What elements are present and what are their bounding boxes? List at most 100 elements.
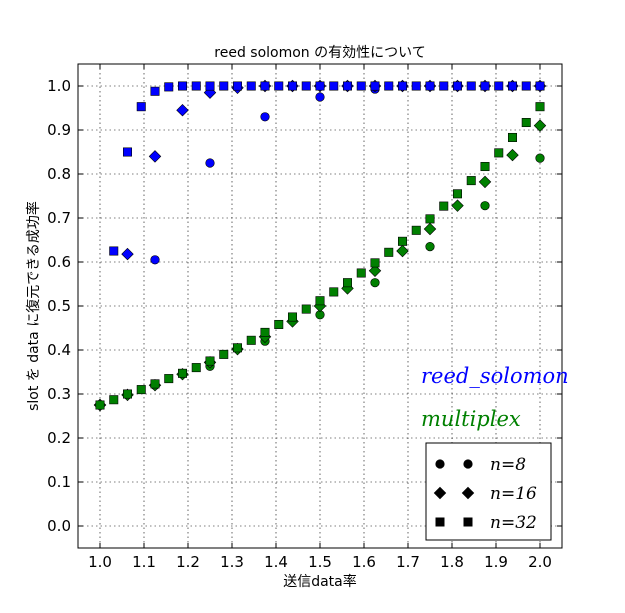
y-tick-label: 0.4 (47, 341, 71, 359)
data-point (205, 81, 215, 91)
data-point (370, 81, 380, 91)
data-point (260, 327, 270, 337)
y-tick-label: 0.9 (47, 121, 71, 139)
data-point (123, 389, 133, 399)
x-tick-label: 1.7 (396, 553, 420, 571)
data-point (109, 395, 119, 405)
data-point (356, 268, 366, 278)
data-point (480, 162, 490, 172)
data-point (397, 81, 407, 91)
data-point (480, 201, 490, 211)
data-point (233, 81, 243, 91)
data-point (121, 247, 134, 261)
plot-area (77, 63, 563, 549)
data-point (178, 368, 188, 378)
x-tick-label: 1.2 (176, 553, 200, 571)
data-point (370, 258, 380, 268)
data-point (301, 304, 311, 314)
legend-label-n8: n=8 (490, 455, 526, 475)
data-point (150, 86, 160, 96)
data-point (342, 278, 352, 288)
data-point (425, 242, 435, 252)
data-point (535, 153, 545, 163)
data-point (535, 102, 545, 112)
annotation-multiplex: multiplex (421, 407, 521, 431)
series-reed_solomon-n32 (95, 81, 545, 410)
data-point (466, 81, 476, 91)
data-point (425, 81, 435, 91)
data-point (178, 81, 188, 91)
data-point (301, 81, 311, 91)
data-point (260, 81, 270, 91)
y-tick-label: 1.0 (47, 77, 71, 95)
x-tick-label: 1.0 (88, 553, 112, 571)
x-tick-label: 1.5 (308, 553, 332, 571)
data-point (506, 148, 519, 162)
data-point (507, 132, 517, 142)
legend-box (425, 442, 552, 541)
data-point (205, 356, 215, 366)
data-point (411, 225, 421, 235)
data-point (219, 349, 229, 359)
data-point (150, 379, 160, 389)
series-multiplex-n32 (95, 102, 545, 410)
data-point (368, 264, 382, 278)
data-point (370, 278, 380, 288)
data-point (425, 214, 435, 224)
data-point (423, 222, 437, 236)
y-tick-label: 0.5 (47, 297, 71, 315)
data-point (246, 335, 256, 345)
data-point (274, 319, 284, 329)
data-point (95, 400, 105, 410)
data-markers (93, 79, 547, 412)
data-point (233, 343, 243, 353)
x-tick-label: 1.8 (440, 553, 464, 571)
y-tick-label: 0.1 (47, 473, 71, 491)
legend: n=8 n=16 n=32 (425, 442, 552, 541)
y-axis-title: slot を data に復元できる成功率 (25, 201, 42, 411)
data-point (521, 118, 531, 128)
data-point (136, 102, 146, 112)
data-point (507, 81, 517, 91)
data-point (136, 385, 146, 395)
data-point (191, 81, 201, 91)
data-point (191, 363, 201, 373)
data-point (480, 81, 490, 91)
data-point (315, 92, 325, 102)
data-point (535, 81, 545, 91)
legend-marker (463, 517, 473, 527)
legend-marker (435, 459, 445, 469)
data-point (123, 147, 133, 157)
data-point (342, 81, 352, 91)
x-axis-title: 送信data率 (283, 573, 357, 590)
data-point (287, 312, 297, 322)
x-tick-label: 2.0 (528, 553, 552, 571)
data-point (164, 374, 174, 384)
data-point (478, 175, 492, 189)
x-tick-label: 1.4 (264, 553, 288, 571)
data-point (396, 244, 409, 258)
data-point (150, 255, 160, 265)
x-tick-label: 1.9 (484, 553, 508, 571)
data-point (164, 82, 174, 92)
data-point (521, 81, 531, 91)
y-tick-label: 0.0 (47, 517, 71, 535)
data-point (219, 81, 229, 91)
data-point (176, 103, 189, 117)
data-point (109, 246, 119, 256)
data-point (384, 247, 394, 257)
data-point (384, 81, 394, 91)
data-point (356, 81, 366, 91)
y-tick-label: 0.7 (47, 209, 71, 227)
data-point (411, 81, 421, 91)
y-tick-label: 0.3 (47, 385, 71, 403)
data-point (246, 81, 256, 91)
x-tick-label: 1.3 (220, 553, 244, 571)
data-point (451, 199, 464, 212)
legend-label-n16: n=16 (490, 484, 537, 504)
legend-marker (461, 486, 475, 500)
chart-title: reed solomon の有効性について (214, 45, 425, 61)
x-tick-label: 1.6 (352, 553, 376, 571)
data-point (274, 81, 284, 91)
